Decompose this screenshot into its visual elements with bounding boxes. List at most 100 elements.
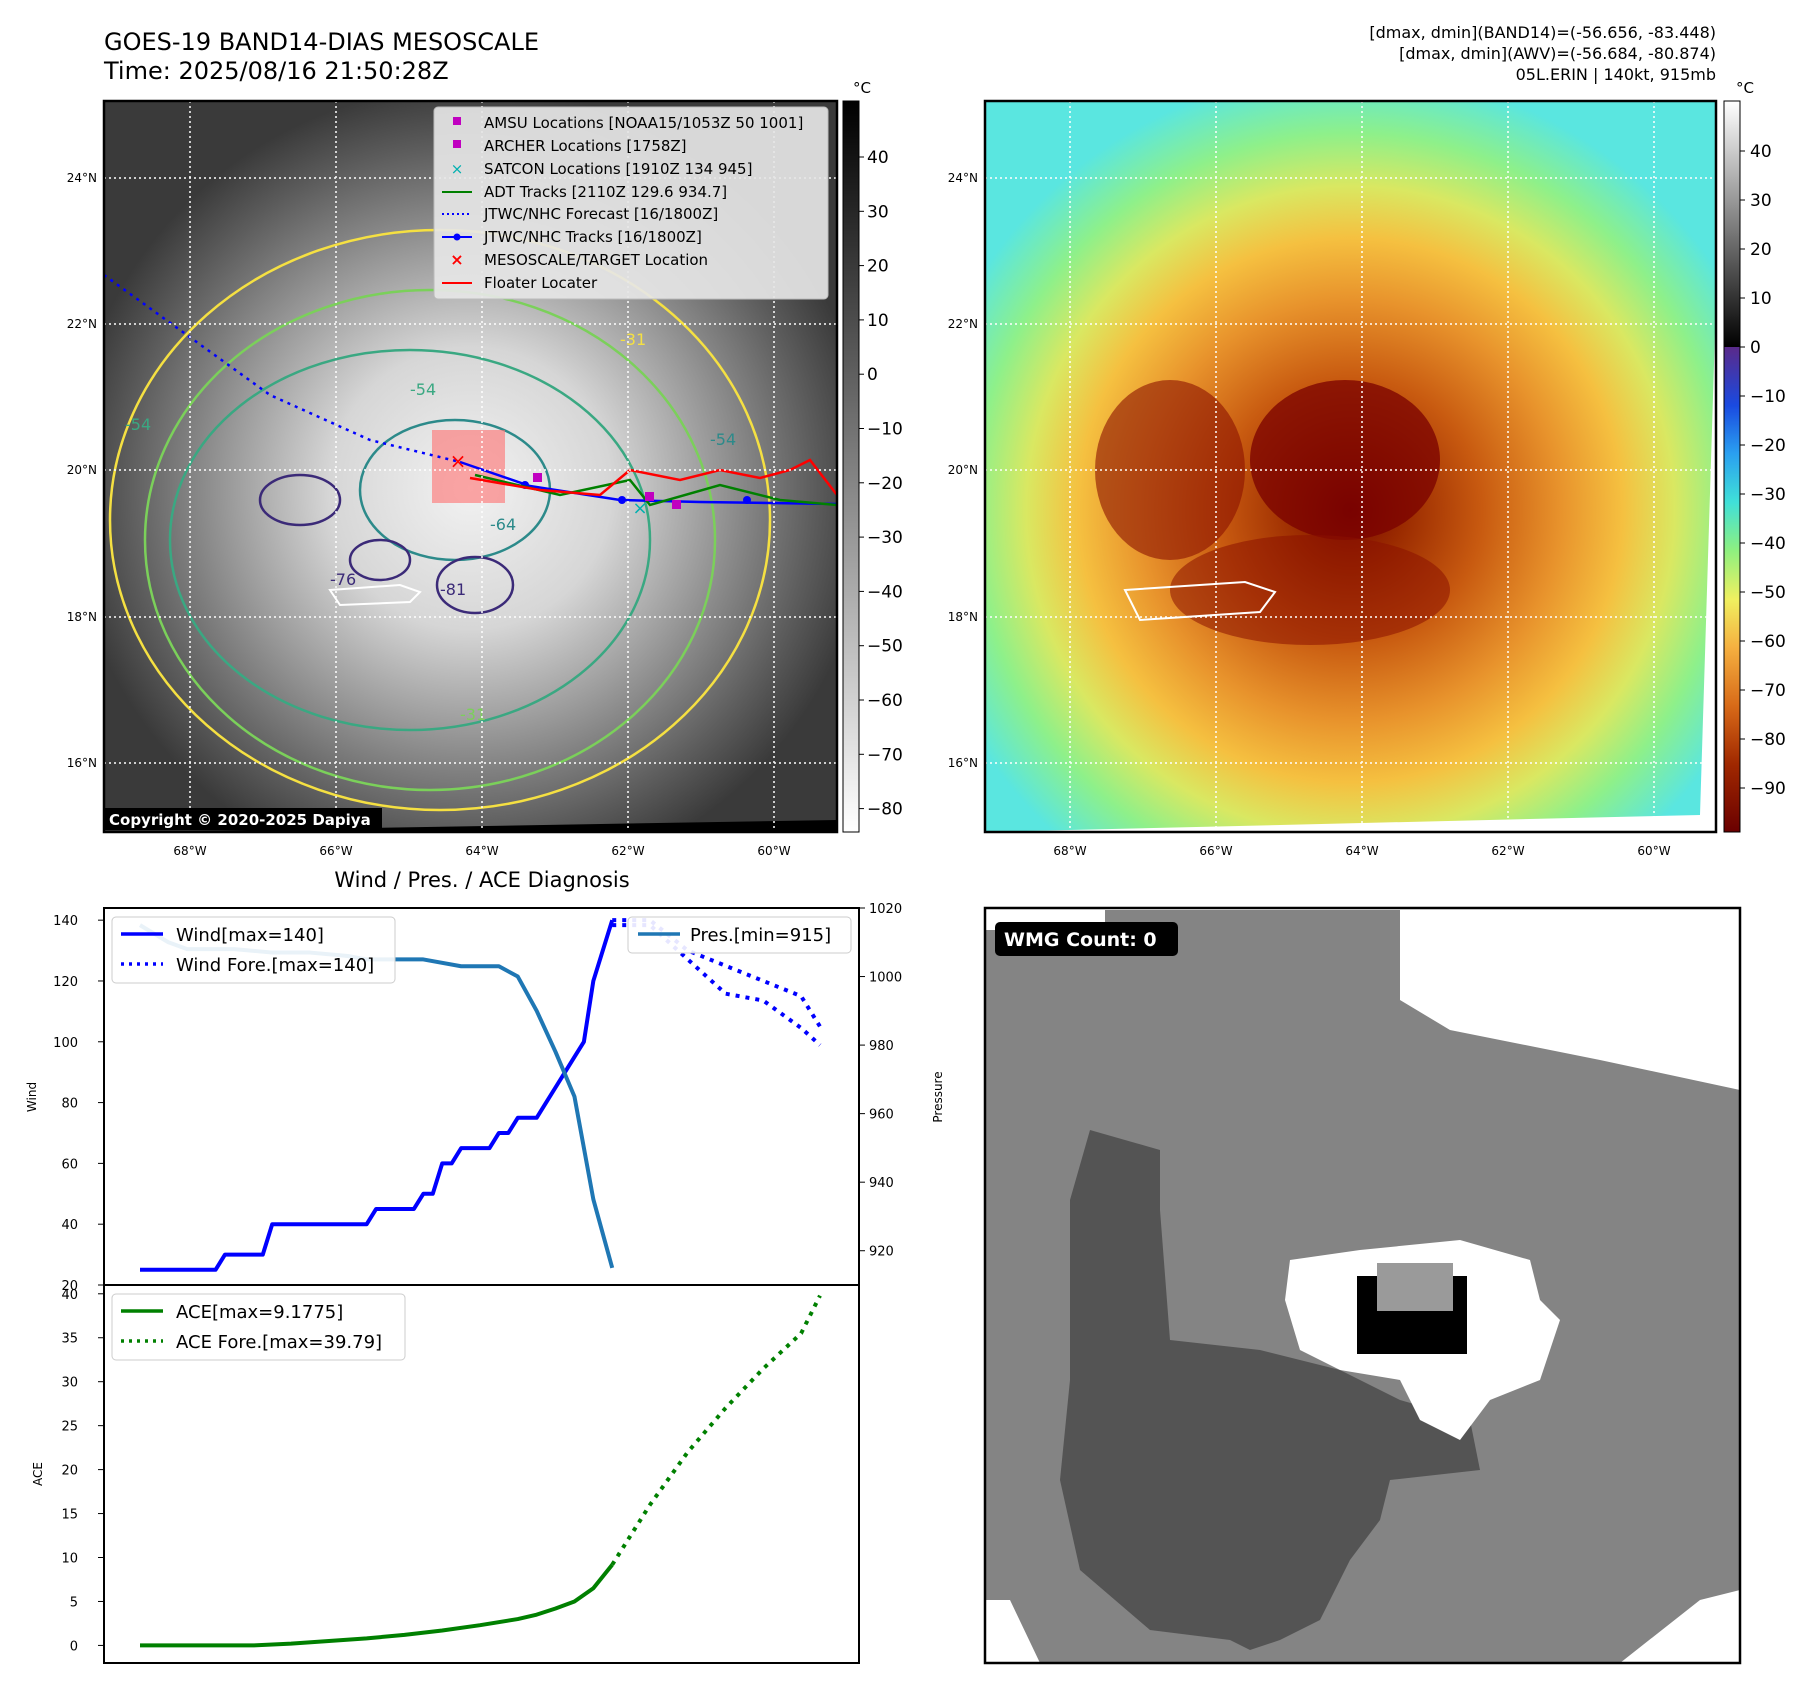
ace-tick-label: 35 <box>61 1332 78 1347</box>
colorbar-tick-label: 40 <box>867 148 889 168</box>
figure-title: GOES-19 BAND14-DIAS MESOSCALE <box>104 28 539 56</box>
ace-chart: ACE 0 5 10 15 20 25 30 35 40 ACE[max=9.1775] ACE… <box>31 1284 860 1664</box>
contour-label: -54 <box>710 430 736 449</box>
colorbar-tick-label: −50 <box>867 637 903 657</box>
ace-legend: ACE[max=9.1775] <box>176 1302 343 1323</box>
wind-tick-label: 80 <box>61 1097 78 1112</box>
contour-label: -81 <box>440 580 466 599</box>
stats-awv: [dmax, dmin](AWV)=(-56.684, -80.874) <box>1399 44 1716 63</box>
contour-label: -31 <box>460 705 486 724</box>
colorbar-tick-label: −60 <box>867 691 903 711</box>
lon-label: 66°W <box>319 844 352 858</box>
legend-target: MESOSCALE/TARGET Location <box>484 251 708 269</box>
lon-label: 66°W <box>1199 844 1232 858</box>
legend-satcon: SATCON Locations [1910Z 134 945] <box>484 160 752 178</box>
series-ace-max-9-1775- <box>140 1563 614 1648</box>
pressure-legend: Pres.[min=915] <box>690 925 831 946</box>
contour-green <box>143 288 717 792</box>
satcon-marker: × <box>632 498 647 519</box>
lat-label: 18°N <box>67 610 97 624</box>
lon-label: 64°W <box>465 844 498 858</box>
wmg-region-dark <box>1060 1130 1480 1650</box>
colorbar-tick-label: −20 <box>1750 436 1786 456</box>
target-marker: × <box>450 449 467 473</box>
wmg-panel: WMG Count: 0 <box>983 906 1742 1665</box>
wind-legend-box <box>111 916 396 984</box>
awv-map <box>983 99 1718 834</box>
awv-colorbar: °C 40 30 20 10 0 −10 −20 −30 −40 −50 −60 −70 −80 −90 <box>1723 79 1786 833</box>
copyright-box <box>105 808 382 830</box>
wmg-eye-center <box>1377 1263 1453 1311</box>
ace-tick-label: 0 <box>70 1639 78 1654</box>
colorbar-tick-label: 30 <box>1750 191 1772 211</box>
ir-lat-labels: 24°N 22°N 20°N 18°N 16°N <box>67 171 97 770</box>
wind-tick-label: 40 <box>61 1218 78 1233</box>
ace-tick-label: 25 <box>61 1420 78 1435</box>
awv-band <box>1170 535 1450 645</box>
contour-label: -54 <box>410 380 436 399</box>
lat-label: 16°N <box>67 756 97 770</box>
series-ace-fore-max-39-79- <box>610 1294 822 1566</box>
colorbar-tick-label: 0 <box>1750 338 1761 358</box>
colorbar-tick-label: −70 <box>1750 681 1786 701</box>
ir-colorbar-unit: °C <box>853 79 871 97</box>
lat-label: 20°N <box>948 463 978 477</box>
pressure-legend-box <box>627 916 852 954</box>
awv-colorbar-cold <box>1724 347 1740 832</box>
contour-cold-2 <box>435 555 515 615</box>
adt-track <box>474 473 837 507</box>
legend-satcon-marker: × <box>451 160 464 178</box>
lat-label: 24°N <box>67 171 97 185</box>
ir-colorbar-bar <box>842 100 860 833</box>
copyright: Copyright © 2020-2025 Dapiya <box>109 811 371 829</box>
awv-colorbar-warm <box>1724 101 1740 347</box>
wind-legend: Wind[max=140] <box>176 925 324 946</box>
legend-forecast: JTWC/NHC Forecast [16/1800Z] <box>483 205 718 223</box>
ace-tick-label: 30 <box>61 1376 78 1391</box>
contour-teal <box>168 348 652 732</box>
wind-fore-legend: Wind Fore.[max=140] <box>176 955 374 976</box>
track-point <box>743 496 751 504</box>
lon-label: 68°W <box>1053 844 1086 858</box>
colorbar-tick-label: −90 <box>1750 779 1786 799</box>
legend-archer: ARCHER Locations [1758Z] <box>484 137 687 155</box>
floater-track <box>469 458 837 497</box>
colorbar-tick-label: −10 <box>867 420 903 440</box>
ace-tick-label: 10 <box>61 1552 78 1567</box>
ace-tick-label: 20 <box>61 1464 78 1479</box>
contour-cold-1 <box>258 473 342 527</box>
contour-label: -76 <box>330 570 356 589</box>
ace-fore-legend: ACE Fore.[max=39.79] <box>176 1332 382 1353</box>
pressure-axis-label: Pressure <box>931 1071 945 1122</box>
legend-adt: ADT Tracks [2110Z 129.6 934.7] <box>484 183 727 201</box>
coastline <box>328 583 422 607</box>
legend-archer-marker <box>453 140 461 148</box>
legend-target-marker: × <box>450 250 463 269</box>
lat-label: 18°N <box>948 610 978 624</box>
target-box <box>432 430 505 503</box>
pressure-tick-label: 920 <box>869 1245 894 1260</box>
awv-gridlines <box>985 101 1716 832</box>
ir-lon-labels: 68°W 66°W 64°W 62°W 60°W <box>173 844 790 858</box>
ir-legend: AMSU Locations [NOAA15/1053Z 50 1001] AR… <box>433 106 829 300</box>
lat-label: 24°N <box>948 171 978 185</box>
colorbar-tick-label: −50 <box>1750 583 1786 603</box>
wmg-label-box <box>995 922 1178 956</box>
colorbar-tick-label: 0 <box>867 365 878 385</box>
track-point <box>618 496 626 504</box>
wind-tick-label: 60 <box>61 1157 78 1172</box>
figure-time: Time: 2025/08/16 21:50:28Z <box>103 57 449 85</box>
ir-colorbar: °C 40 30 20 10 0 −10 −20 −30 −40 −50 −60 −70 −80 <box>842 79 903 833</box>
lon-label: 62°W <box>611 844 644 858</box>
legend-amsu: AMSU Locations [NOAA15/1053Z 50 1001] <box>484 114 803 132</box>
lon-label: 62°W <box>1491 844 1524 858</box>
colorbar-tick-label: 20 <box>1750 240 1772 260</box>
lat-label: 20°N <box>67 463 97 477</box>
pressure-tick-label: 940 <box>869 1176 894 1191</box>
amsu-marker <box>533 473 542 482</box>
wind-pressure-chart: Wind Pressure 20 40 60 80 100 120 140 920 940 96… <box>25 902 945 1294</box>
archer-marker <box>672 500 681 509</box>
ace-tick-label: 40 <box>61 1288 78 1303</box>
lon-label: 68°W <box>173 844 206 858</box>
